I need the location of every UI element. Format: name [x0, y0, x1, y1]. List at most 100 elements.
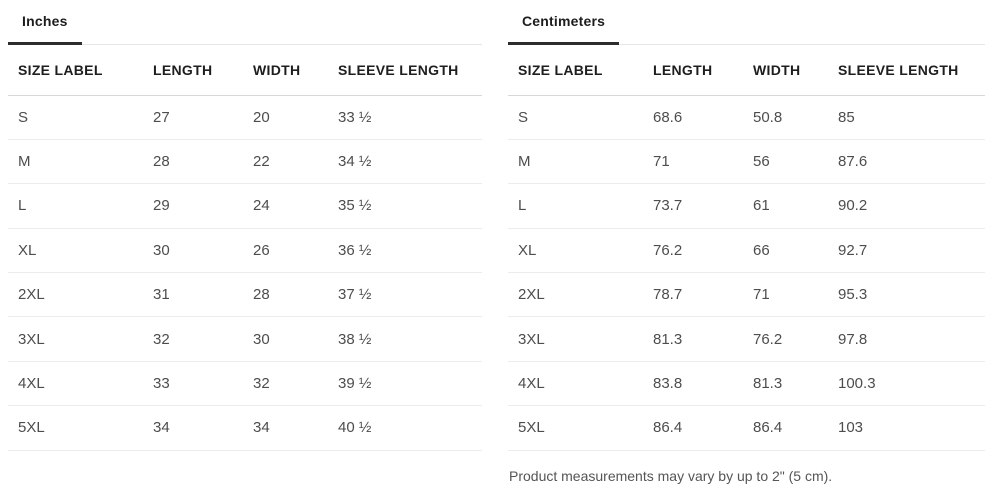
- table-row: 5XL 86.4 86.4 103: [508, 405, 985, 451]
- col-header-sleeve-length: SLEEVE LENGTH: [828, 45, 985, 96]
- cell-size-label: XL: [8, 228, 143, 274]
- tab-inches-label: Inches: [22, 13, 68, 29]
- col-header-length: LENGTH: [143, 45, 243, 96]
- table-row: XL 30 26 36 ½: [8, 228, 482, 274]
- table-cell: 61: [743, 183, 828, 229]
- cell-size-label: 2XL: [8, 272, 143, 318]
- table-cell: 97.8: [828, 316, 985, 362]
- table-row: 3XL 81.3 76.2 97.8: [508, 316, 985, 362]
- table-cell: 24: [243, 183, 328, 229]
- table-row: L 73.7 61 90.2: [508, 183, 985, 229]
- cell-size-label: L: [8, 183, 143, 229]
- table-cell: 73.7: [643, 183, 743, 229]
- cell-size-label: M: [508, 139, 643, 185]
- col-header-width: WIDTH: [743, 45, 828, 96]
- table-cell: 86.4: [743, 405, 828, 451]
- table-cell: 31: [143, 272, 243, 318]
- table-row: S 68.6 50.8 85: [508, 95, 985, 140]
- table-row: M 71 56 87.6: [508, 139, 985, 185]
- table-row: 5XL 34 34 40 ½: [8, 405, 482, 451]
- table-cell: 71: [643, 139, 743, 185]
- table-row: 4XL 33 32 39 ½: [8, 361, 482, 407]
- table-cell: 20: [243, 95, 328, 140]
- cell-size-label: 3XL: [508, 316, 643, 362]
- table-cell: 56: [743, 139, 828, 185]
- table-row: 2XL 78.7 71 95.3: [508, 272, 985, 318]
- table-cell: 76.2: [643, 228, 743, 274]
- cell-size-label: M: [8, 139, 143, 185]
- table-cell: 81.3: [743, 361, 828, 407]
- table-cell: 40 ½: [328, 405, 482, 451]
- tab-bar-inches: Inches: [8, 0, 482, 45]
- cell-size-label: XL: [508, 228, 643, 274]
- table-cell: 34 ½: [328, 139, 482, 185]
- table-cell: 28: [243, 272, 328, 318]
- table-cell: 85: [828, 95, 985, 140]
- table-cell: 76.2: [743, 316, 828, 362]
- table-cell: 87.6: [828, 139, 985, 185]
- table-cell: 26: [243, 228, 328, 274]
- size-table-inches-panel: Inches SIZE LABEL LENGTH WIDTH SLEEVE LE…: [8, 0, 482, 451]
- table-cell: 33: [143, 361, 243, 407]
- cell-size-label: 3XL: [8, 316, 143, 362]
- table-cell: 71: [743, 272, 828, 318]
- table-cell: 39 ½: [328, 361, 482, 407]
- cell-size-label: 5XL: [508, 405, 643, 451]
- cell-size-label: 4XL: [8, 361, 143, 407]
- table-cell: 32: [243, 361, 328, 407]
- table-row: S 27 20 33 ½: [8, 95, 482, 140]
- table-cell: 50.8: [743, 95, 828, 140]
- cell-size-label: 2XL: [508, 272, 643, 318]
- table-cell: 22: [243, 139, 328, 185]
- table-cell: 29: [143, 183, 243, 229]
- table-cell: 30: [143, 228, 243, 274]
- table-cell: 78.7: [643, 272, 743, 318]
- table-cell: 100.3: [828, 361, 985, 407]
- col-header-size-label: SIZE LABEL: [8, 45, 143, 96]
- table-cell: 92.7: [828, 228, 985, 274]
- table-cell: 66: [743, 228, 828, 274]
- cell-size-label: S: [508, 95, 643, 140]
- table-cell: 81.3: [643, 316, 743, 362]
- table-row: 2XL 31 28 37 ½: [8, 272, 482, 318]
- table-cell: 35 ½: [328, 183, 482, 229]
- table-cell: 33 ½: [328, 95, 482, 140]
- tab-centimeters[interactable]: Centimeters: [508, 0, 620, 45]
- table-row: 4XL 83.8 81.3 100.3: [508, 361, 985, 407]
- table-row: M 28 22 34 ½: [8, 139, 482, 185]
- size-table-centimeters-panel: Centimeters SIZE LABEL LENGTH WIDTH SLEE…: [508, 0, 985, 484]
- tab-inches[interactable]: Inches: [8, 0, 82, 45]
- table-cell: 28: [143, 139, 243, 185]
- measurement-variance-note: Product measurements may vary by up to 2…: [509, 467, 833, 484]
- col-header-sleeve-length: SLEEVE LENGTH: [328, 45, 482, 96]
- cell-size-label: 5XL: [8, 405, 143, 451]
- cell-size-label: L: [508, 183, 643, 229]
- tab-bar-centimeters: Centimeters: [508, 0, 985, 45]
- table-cell: 34: [243, 405, 328, 451]
- table-cell: 95.3: [828, 272, 985, 318]
- header-row: SIZE LABEL LENGTH WIDTH SLEEVE LENGTH: [8, 45, 482, 96]
- table-cell: 27: [143, 95, 243, 140]
- table-cell: 86.4: [643, 405, 743, 451]
- col-header-size-label: SIZE LABEL: [508, 45, 643, 96]
- table-cell: 32: [143, 316, 243, 362]
- tab-centimeters-label: Centimeters: [522, 13, 606, 29]
- table-cell: 30: [243, 316, 328, 362]
- table-row: 3XL 32 30 38 ½: [8, 316, 482, 362]
- table-cell: 38 ½: [328, 316, 482, 362]
- cell-size-label: 4XL: [508, 361, 643, 407]
- col-header-length: LENGTH: [643, 45, 743, 96]
- table-cell: 34: [143, 405, 243, 451]
- header-row: SIZE LABEL LENGTH WIDTH SLEEVE LENGTH: [508, 45, 985, 96]
- table-row: L 29 24 35 ½: [8, 183, 482, 229]
- table-cell: 83.8: [643, 361, 743, 407]
- table-cell: 90.2: [828, 183, 985, 229]
- table-row: XL 76.2 66 92.7: [508, 228, 985, 274]
- cell-size-label: S: [8, 95, 143, 140]
- table-cell: 36 ½: [328, 228, 482, 274]
- table-cell: 37 ½: [328, 272, 482, 318]
- col-header-width: WIDTH: [243, 45, 328, 96]
- table-cell: 68.6: [643, 95, 743, 140]
